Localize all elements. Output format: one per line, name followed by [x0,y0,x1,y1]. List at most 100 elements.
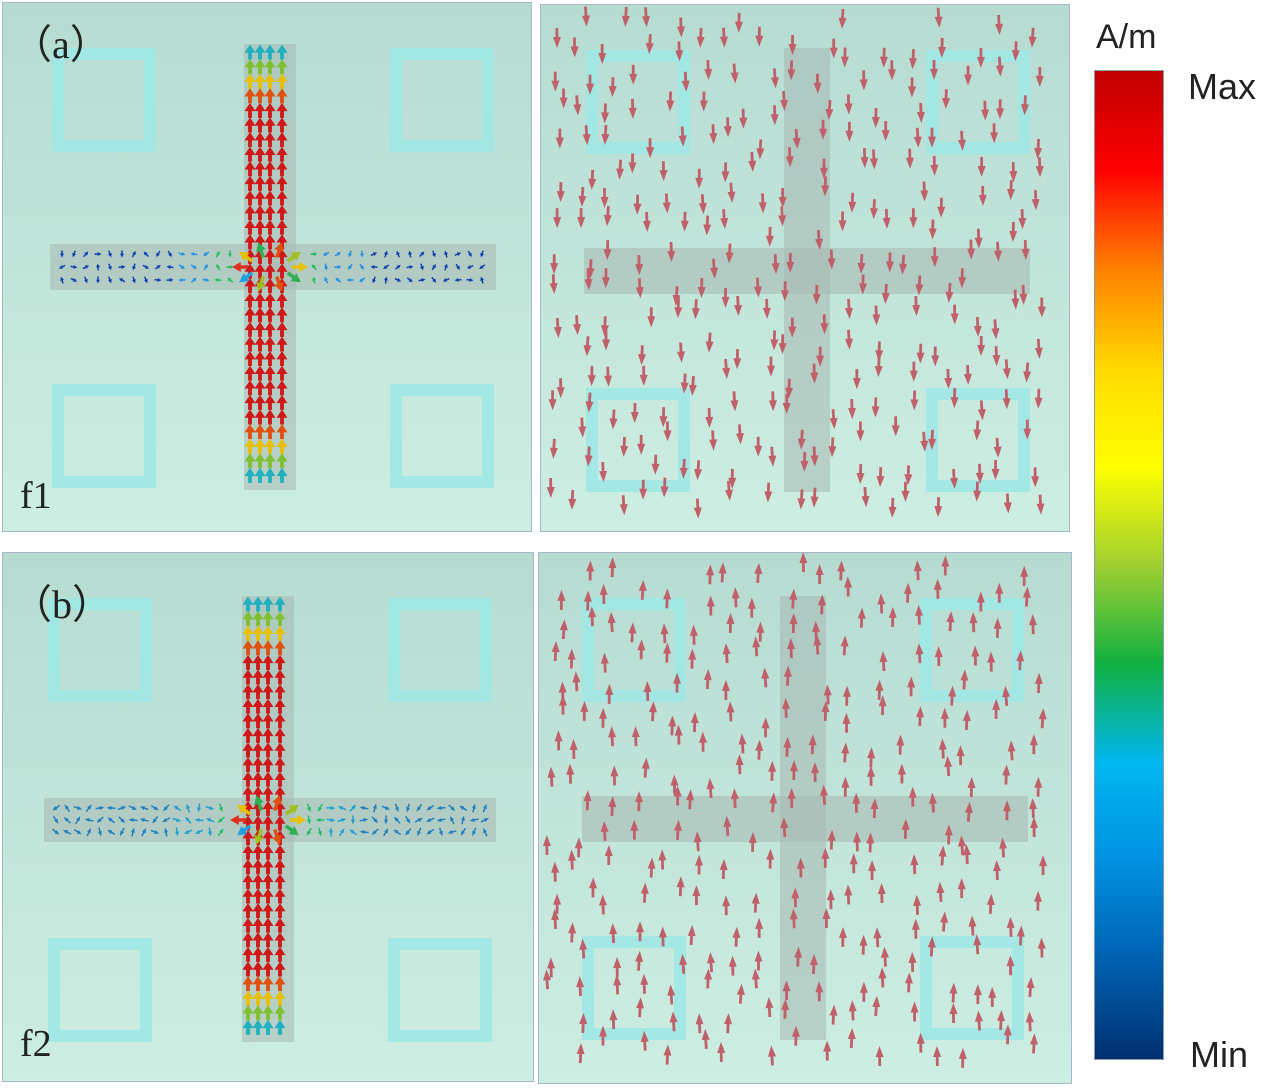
square-ring-1 [582,598,686,702]
field-arrow [568,922,577,943]
current-arrow-small [404,815,411,824]
field-arrow [676,876,685,897]
current-arrow [274,859,286,875]
current-arrow [276,175,288,191]
field-arrow [701,1028,710,1049]
field-arrow [871,108,880,129]
field-arrow [942,89,951,110]
field-arrow [822,907,831,929]
current-arrow [254,321,266,337]
field-arrow [551,641,560,662]
current-arrow-small [416,803,423,812]
current-arrow [244,219,256,235]
field-arrow [1009,162,1018,183]
field-arrow [697,278,706,299]
field-arrow [783,736,792,757]
field-arrow [788,317,797,338]
field-arrow [726,612,735,633]
junction-arrow [256,242,266,259]
field-arrow [916,706,925,727]
field-arrow [993,860,1002,881]
current-arrow-small [63,829,72,835]
field-arrow [821,176,830,197]
current-arrow [276,424,288,440]
current-arrow [262,946,274,962]
field-arrow [588,606,597,627]
field-arrow [928,792,937,813]
current-arrow [252,932,264,948]
field-arrow [673,819,682,840]
field-arrow [1002,389,1011,410]
field-arrow [873,927,882,948]
field-arrow [962,844,971,865]
field-arrow [583,590,592,611]
current-arrow [274,917,286,933]
field-arrow [949,1003,958,1024]
field-arrow [933,1045,942,1066]
current-arrow [264,234,276,250]
current-arrow-small [70,277,78,282]
field-arrow [762,298,771,319]
field-arrow [781,697,790,718]
field-arrow [928,219,937,240]
field-arrow [949,982,958,1003]
current-arrow [244,102,256,118]
current-arrow [264,59,276,75]
field-arrow [695,854,704,875]
field-arrow [997,1009,1006,1030]
field-arrow [690,712,699,733]
current-arrow [254,380,266,396]
field-arrow [856,464,865,485]
current-arrow [244,321,256,337]
current-arrow [262,596,274,612]
field-arrow [1003,493,1012,514]
current-arrow-small [359,277,366,283]
junction-arrow [256,275,266,292]
field-arrow [990,123,999,144]
field-arrow [992,346,1001,367]
field-arrow [756,139,765,160]
field-arrow [637,434,646,455]
current-arrow [254,132,266,148]
current-arrow-small [383,264,390,270]
field-arrow [761,667,770,688]
current-arrow-small [372,803,377,813]
field-arrow [579,938,588,959]
current-arrow [264,44,276,60]
current-arrow-small [436,805,446,810]
field-arrow [748,151,757,172]
field-arrow [848,192,857,213]
current-arrow-small [406,277,413,283]
current-arrow [242,903,254,919]
field-arrow [720,209,729,230]
current-arrow-small [52,815,59,824]
current-arrow [264,321,276,337]
field-arrow [859,70,868,91]
field-arrow [999,837,1008,858]
field-arrow [781,281,790,302]
current-arrow-small [52,828,60,835]
current-arrow [254,467,266,483]
current-arrow-small [96,816,104,823]
field-arrow [879,47,888,68]
current-arrow [264,102,276,118]
field-arrow [870,199,879,220]
field-arrow [975,1010,984,1031]
current-arrow-small [139,818,149,823]
field-arrow [857,607,866,628]
field-arrow [927,936,936,957]
current-arrow-small [63,816,71,824]
field-arrow [748,831,757,852]
field-arrow [808,734,817,755]
field-arrow [1029,734,1038,755]
field-arrow [693,831,702,852]
field-arrow [941,555,950,576]
field-arrow [725,480,734,501]
field-arrow [730,391,739,412]
square-ring-1 [586,50,690,154]
current-arrow-small [128,818,138,823]
field-arrow [722,358,731,379]
current-arrow-small [432,250,436,258]
junction-arrow [286,271,301,283]
field-arrow [573,315,582,336]
